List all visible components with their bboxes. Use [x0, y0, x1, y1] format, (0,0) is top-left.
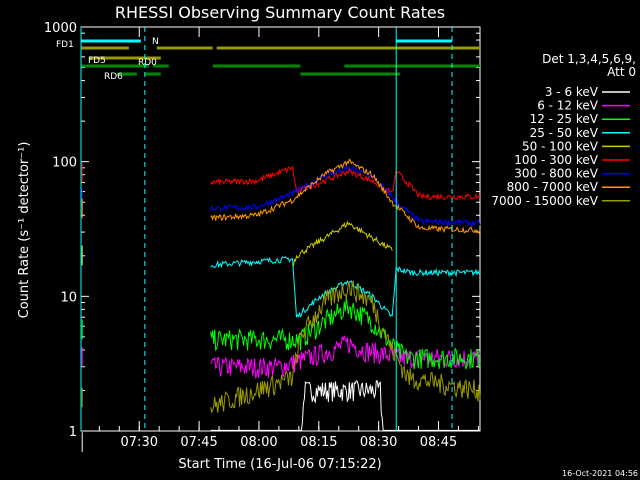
footer-timestamp: 16-Oct-2021 04:56	[562, 469, 638, 478]
series-line	[210, 165, 481, 228]
flag-label: FD1	[56, 40, 74, 50]
y-tick-label: 1	[69, 425, 77, 440]
x-tick-label: 08:15	[300, 435, 337, 450]
series-line	[210, 335, 481, 379]
legend-label: 100 - 300 keV	[514, 153, 598, 167]
series-lines	[81, 158, 481, 452]
series-line	[210, 165, 481, 201]
legend-label: 25 - 50 keV	[530, 126, 599, 140]
series-line	[292, 220, 393, 267]
flag-label: FD5	[88, 56, 106, 66]
y-axis-label: Count Rate (s⁻¹ detector⁻¹)	[17, 142, 32, 319]
series-line	[210, 256, 481, 318]
series-line	[210, 158, 481, 234]
flag-label: RD6	[104, 72, 123, 82]
y-tick-label: 100	[52, 156, 77, 171]
x-tick-label: 08:00	[240, 435, 277, 450]
flag-label: N	[152, 37, 159, 47]
legend-label: 300 - 800 keV	[514, 167, 598, 181]
legend-header: Att 0	[607, 65, 636, 79]
chart-title: RHESSI Observing Summary Count Rates	[115, 3, 445, 22]
x-axis-label: Start Time (16-Jul-06 07:15:22)	[178, 457, 381, 472]
plot-axes: 1 10 100 1000 07:30 07:45 08:00 08:15 08:30 08:45	[44, 21, 481, 450]
legend-label: 12 - 25 keV	[530, 112, 599, 126]
legend-label: 6 - 12 keV	[537, 99, 599, 113]
event-lines	[80, 27, 453, 431]
legend-label: 3 - 6 keV	[545, 85, 599, 99]
series-line	[210, 297, 481, 370]
series-line	[210, 279, 481, 414]
x-tick-label: 08:30	[360, 435, 397, 450]
x-tick-label: 08:45	[420, 435, 457, 450]
flag-label: RD0	[138, 58, 157, 68]
legend-header: Det 1,3,4,5,6,9,	[542, 52, 636, 66]
y-tick-label: 1000	[44, 21, 77, 36]
legend-label: 7000 - 15000 keV	[491, 194, 598, 208]
x-tick-label: 07:30	[121, 435, 158, 450]
legend-label: 800 - 7000 keV	[507, 180, 599, 194]
y-tick-label: 10	[60, 290, 77, 305]
legend-label: 50 - 100 keV	[522, 139, 599, 153]
x-tick-label: 07:45	[180, 435, 217, 450]
series-line	[210, 380, 480, 431]
flag-bars: FD1 FD5 RD0 RD6 N	[56, 37, 480, 82]
